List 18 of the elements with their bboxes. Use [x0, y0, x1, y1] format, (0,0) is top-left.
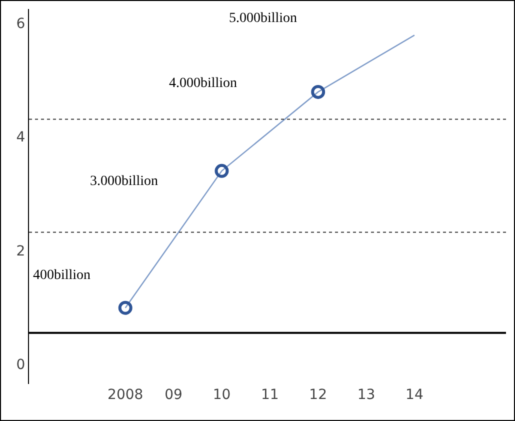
y-tick-label: 0: [16, 357, 26, 374]
y-tick-label: 6: [16, 16, 26, 32]
point: [311, 84, 326, 99]
x-tick-label: 2008: [108, 387, 144, 403]
x-tick-label: 11: [260, 387, 279, 403]
annotation: 3.000billion: [90, 174, 158, 189]
annotation: 4.000billion: [169, 76, 238, 91]
annotation: 400billion: [33, 268, 91, 283]
point: [118, 300, 132, 315]
x-tick-label: 10: [212, 387, 231, 403]
y-tick-label: 4: [16, 130, 26, 146]
x-tick-label: 09: [164, 387, 182, 403]
x-tick-label: 14: [406, 387, 424, 403]
point: [214, 164, 229, 178]
annotation: 5.000billion: [229, 11, 298, 26]
y-tick-label: 2: [16, 243, 26, 260]
x-tick-label: 13: [357, 387, 376, 403]
x-tick-label: 12: [309, 387, 328, 403]
